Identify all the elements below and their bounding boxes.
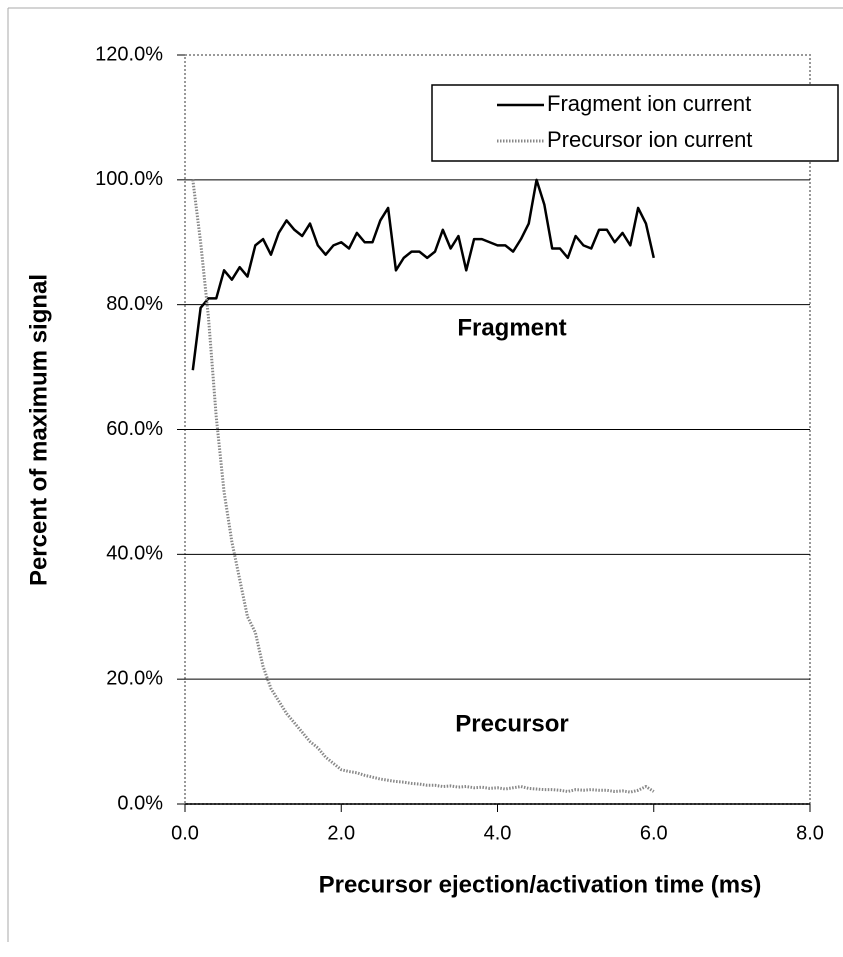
y-tick-label: 0.0%: [117, 792, 163, 814]
legend-label: Fragment ion current: [547, 91, 751, 116]
data-line: [191, 179, 655, 794]
x-tick-label: 6.0: [640, 822, 668, 844]
x-tick-label: 4.0: [484, 822, 512, 844]
x-tick-label: 0.0: [171, 822, 199, 844]
x-tick-label: 2.0: [327, 822, 355, 844]
y-tick-label: 20.0%: [106, 667, 163, 689]
x-tick-label: 8.0: [796, 822, 824, 844]
y-tick-label: 120.0%: [95, 43, 163, 65]
y-axis-title: Percent of maximum signal: [25, 274, 52, 586]
annotation: Fragment: [457, 314, 566, 341]
y-tick-label: 40.0%: [106, 543, 163, 565]
legend-box: [431, 84, 839, 162]
y-tick-label: 100.0%: [95, 168, 163, 190]
data-line: [191, 178, 655, 371]
y-tick-label: 80.0%: [106, 293, 163, 315]
x-axis-title: Precursor ejection/activation time (ms): [319, 871, 762, 898]
annotation: Precursor: [455, 710, 568, 737]
legend-label: Precursor ion current: [547, 127, 752, 152]
y-tick-label: 60.0%: [106, 418, 163, 440]
